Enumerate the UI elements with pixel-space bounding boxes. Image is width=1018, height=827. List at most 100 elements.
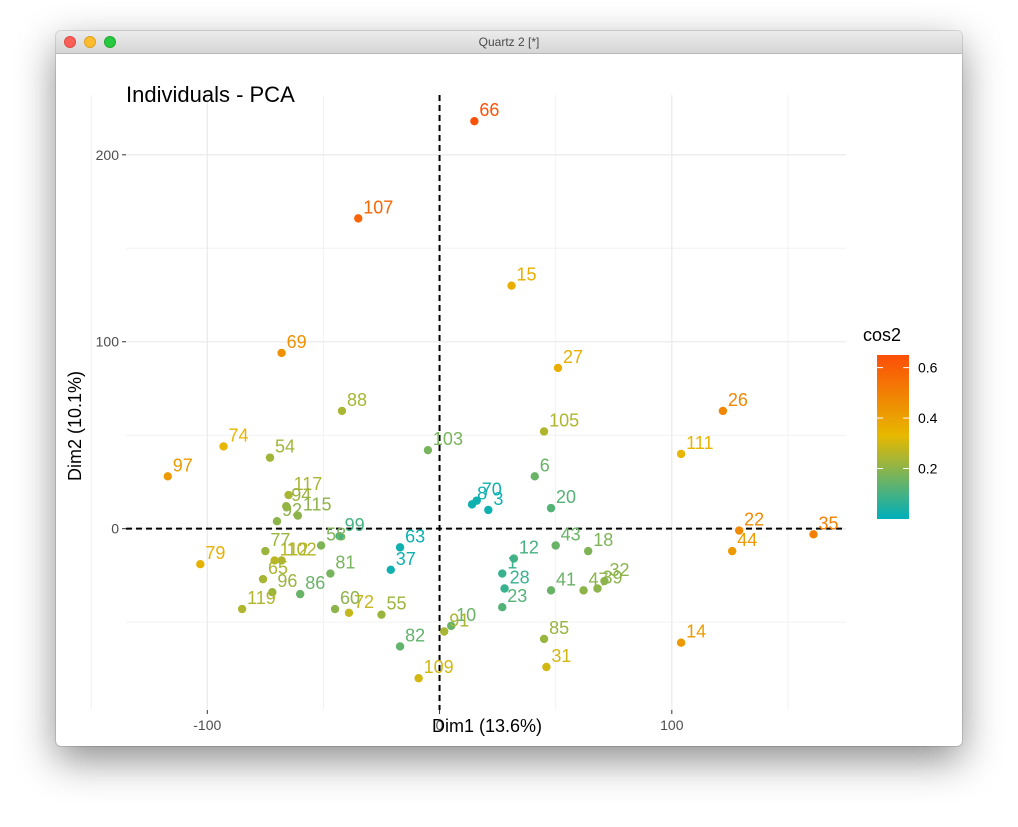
data-point-label: 31 (551, 646, 571, 666)
data-point-label: 94 (291, 485, 311, 505)
data-point (386, 565, 395, 575)
data-point-label: 96 (277, 571, 297, 591)
data-point-label: 82 (405, 625, 425, 645)
y-tick-label: 200 (96, 147, 120, 163)
data-point (277, 556, 286, 565)
data-point-label: 54 (275, 437, 295, 457)
minimize-window-button[interactable] (84, 36, 96, 48)
data-point (268, 588, 277, 597)
data-point (282, 502, 291, 511)
data-point-label: 77 (270, 530, 290, 550)
data-point-label: 39 (602, 567, 622, 587)
data-point-label: 43 (561, 525, 581, 545)
data-point-label: 81 (335, 553, 355, 573)
data-point (509, 554, 519, 563)
data-point (344, 608, 354, 617)
data-point-label: 91 (449, 610, 469, 630)
data-point-label: 12 (519, 538, 539, 558)
data-point (498, 602, 507, 612)
data-point (542, 662, 551, 672)
data-point-label: 1 (507, 553, 517, 573)
data-point-label: 14 (686, 622, 706, 642)
data-point (258, 574, 268, 584)
data-point (809, 530, 818, 539)
data-point (734, 526, 744, 535)
data-point (377, 610, 386, 619)
data-point-label: 60 (340, 588, 360, 608)
zoom-window-button[interactable] (104, 36, 116, 48)
data-point (600, 576, 609, 586)
data-point-label: 20 (556, 487, 576, 507)
data-point-label: 72 (354, 592, 374, 612)
data-point-label: 97 (173, 455, 193, 475)
data-point (423, 445, 433, 455)
legend: cos2 0.2 0.4 0.6 (863, 325, 938, 519)
data-point-label: 92 (282, 500, 302, 520)
data-point (330, 604, 340, 614)
data-point (498, 569, 507, 578)
data-point (335, 531, 344, 541)
data-point (593, 584, 602, 593)
data-point-label: 63 (405, 526, 425, 546)
data-point-label: 103 (433, 429, 463, 449)
data-point (163, 472, 173, 481)
legend-title: cos2 (863, 325, 901, 345)
data-point (546, 586, 556, 595)
legend-tick-label: 0.4 (918, 410, 938, 426)
legend-ticks: 0.2 0.4 0.6 (877, 360, 938, 477)
data-point (553, 363, 563, 373)
data-point (395, 642, 405, 651)
data-point (237, 604, 247, 614)
data-point (507, 281, 516, 290)
data-point (270, 556, 279, 565)
data-point-label: 115 (303, 495, 332, 515)
axes: -100 0 100 0 100 200 (96, 147, 684, 733)
data-point-label: 58 (326, 525, 346, 545)
legend-colorbar (877, 355, 909, 519)
data-point (337, 406, 347, 416)
data-point-label: 3 (493, 489, 503, 509)
data-point-label: 8 (477, 483, 487, 503)
data-point (500, 584, 509, 593)
data-point (196, 559, 205, 569)
data-point-label: 32 (609, 560, 629, 580)
y-tick-label: 100 (96, 334, 120, 350)
data-point (439, 627, 449, 636)
data-point (583, 546, 593, 556)
data-point (539, 634, 549, 644)
data-point-label: 109 (424, 657, 454, 677)
x-tick-label: -100 (193, 717, 221, 733)
data-point (727, 546, 737, 556)
data-point (295, 589, 305, 599)
data-point-label: 107 (363, 197, 393, 217)
data-point (539, 427, 549, 436)
data-point-label: 88 (347, 390, 367, 410)
data-point-label: 105 (549, 410, 579, 430)
legend-tick-label: 0.6 (918, 360, 938, 376)
data-point (316, 541, 326, 550)
data-point-label: 85 (549, 618, 569, 638)
data-point-label: 35 (818, 513, 838, 533)
data-point (326, 569, 335, 578)
data-point (293, 511, 303, 520)
points-layer (163, 116, 818, 683)
plot-window: Quartz 2 [*] 66 107 15 69 27 88 26 105 74 54 111 10… (56, 31, 962, 746)
close-window-button[interactable] (64, 36, 76, 48)
data-point (546, 503, 556, 513)
data-point-label: 37 (396, 549, 416, 569)
window-title: Quartz 2 [*] (478, 35, 540, 49)
data-point (219, 442, 228, 451)
data-point-label: 44 (737, 530, 757, 550)
x-axis-label: Dim1 (13.6%) (432, 716, 542, 736)
data-point-label: 55 (386, 594, 406, 614)
data-point-label: 23 (507, 586, 527, 606)
data-point-label: 66 (479, 100, 499, 120)
data-point-label: 112 (280, 539, 309, 559)
y-axis-label: Dim2 (10.1%) (65, 371, 85, 481)
data-point-label: 102 (287, 539, 317, 559)
data-point (470, 116, 479, 126)
data-point-label: 26 (728, 390, 748, 410)
chart-title: Individuals - PCA (126, 82, 295, 107)
